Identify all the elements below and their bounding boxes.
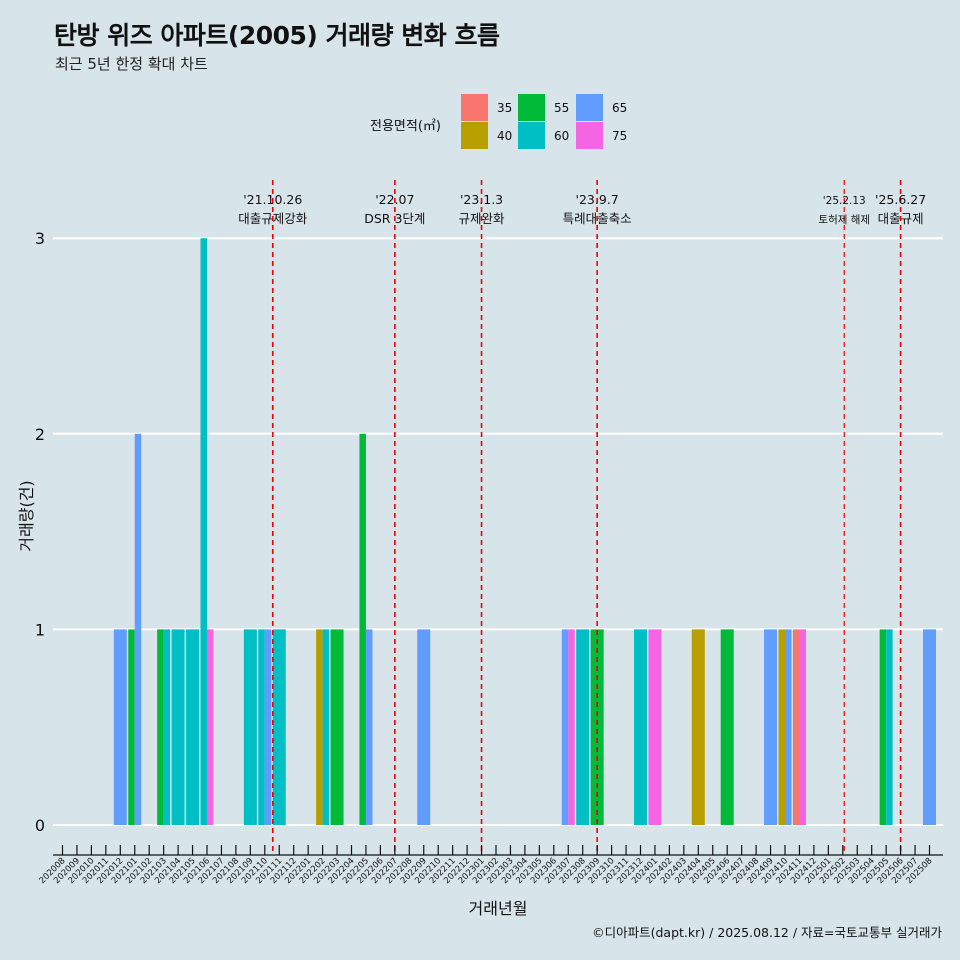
bar	[634, 629, 647, 825]
annotation-text: 대출규제강화	[238, 211, 308, 226]
bar	[590, 629, 604, 825]
bar	[365, 629, 373, 825]
bar	[113, 629, 127, 825]
bar	[923, 629, 936, 825]
y-axis-title: 거래량(건)	[17, 480, 36, 551]
y-tick-label: 3	[35, 229, 45, 248]
bar	[264, 629, 272, 825]
bar	[200, 238, 207, 825]
bar	[764, 629, 778, 825]
legend-label: 40	[497, 128, 513, 143]
bar	[128, 629, 135, 825]
y-tick-label: 1	[35, 620, 45, 639]
bar	[576, 629, 590, 825]
bar	[568, 629, 575, 825]
legend-swatch-65	[576, 94, 603, 121]
chart-title: 탄방 위즈 아파트(2005) 거래량 변화 흐름	[54, 21, 500, 50]
legend-item-35: 35	[461, 94, 512, 121]
annotation-text: DSR 3단계	[364, 211, 425, 226]
bar	[785, 629, 792, 825]
bar	[272, 629, 286, 825]
bar	[359, 433, 366, 825]
legend-item-60: 60	[518, 122, 569, 149]
legend-label: 60	[554, 128, 570, 143]
y-tick-label: 2	[35, 425, 45, 444]
annotation-text: 토허제 해제	[818, 213, 870, 226]
legend-swatch-40	[461, 122, 488, 149]
bar	[171, 629, 185, 825]
bar	[879, 629, 887, 825]
bar	[561, 629, 569, 825]
source-caption: ©디아파트(dapt.kr) / 2025.08.12 / 자료=국토교통부 실…	[592, 925, 942, 940]
bar	[799, 629, 806, 825]
bar	[186, 629, 200, 825]
annotation-date: '23.1.3	[460, 192, 503, 207]
legend-item-55: 55	[518, 94, 569, 121]
legend-swatch-35	[461, 94, 488, 121]
bar	[322, 629, 330, 825]
bar	[243, 629, 257, 825]
legend-label: 35	[497, 100, 513, 115]
legend-item-75: 75	[576, 122, 627, 149]
bar	[163, 629, 171, 825]
bar	[648, 629, 662, 825]
bar	[134, 433, 142, 825]
bar	[417, 629, 431, 825]
bar	[330, 629, 344, 825]
annotation-date: '21.10.26	[243, 192, 302, 207]
chart-subtitle: 최근 5년 한정 확대 차트	[55, 55, 208, 73]
legend-swatch-60	[518, 122, 545, 149]
bar	[691, 629, 705, 825]
legend-item-40: 40	[461, 122, 512, 149]
x-axis-title: 거래년월	[469, 899, 528, 918]
annotation-text: 규제완화	[459, 211, 506, 226]
bar	[792, 629, 800, 825]
annotation-date: '25.2.13	[823, 195, 866, 207]
legend-item-65: 65	[576, 94, 627, 121]
annotation-text: 특례대출축소	[563, 211, 632, 226]
legend-title: 전용면적(㎡)	[370, 119, 441, 134]
bar	[207, 629, 214, 825]
bar	[258, 629, 265, 825]
bar	[157, 629, 164, 825]
bar	[778, 629, 785, 825]
legend-label: 55	[554, 100, 570, 115]
annotation-text: 대출규제	[878, 211, 924, 226]
y-tick-label: 0	[35, 816, 45, 835]
annotation-date: '22.07	[375, 192, 414, 207]
legend-swatch-75	[576, 122, 603, 149]
legend-label: 75	[612, 128, 628, 143]
annotation-date: '25.6.27	[875, 192, 926, 207]
bar	[886, 629, 893, 825]
legend-swatch-55	[518, 94, 545, 121]
annotation-date: '23.9.7	[576, 192, 619, 207]
legend-label: 65	[612, 100, 628, 115]
bar	[720, 629, 734, 825]
bar	[316, 629, 323, 825]
